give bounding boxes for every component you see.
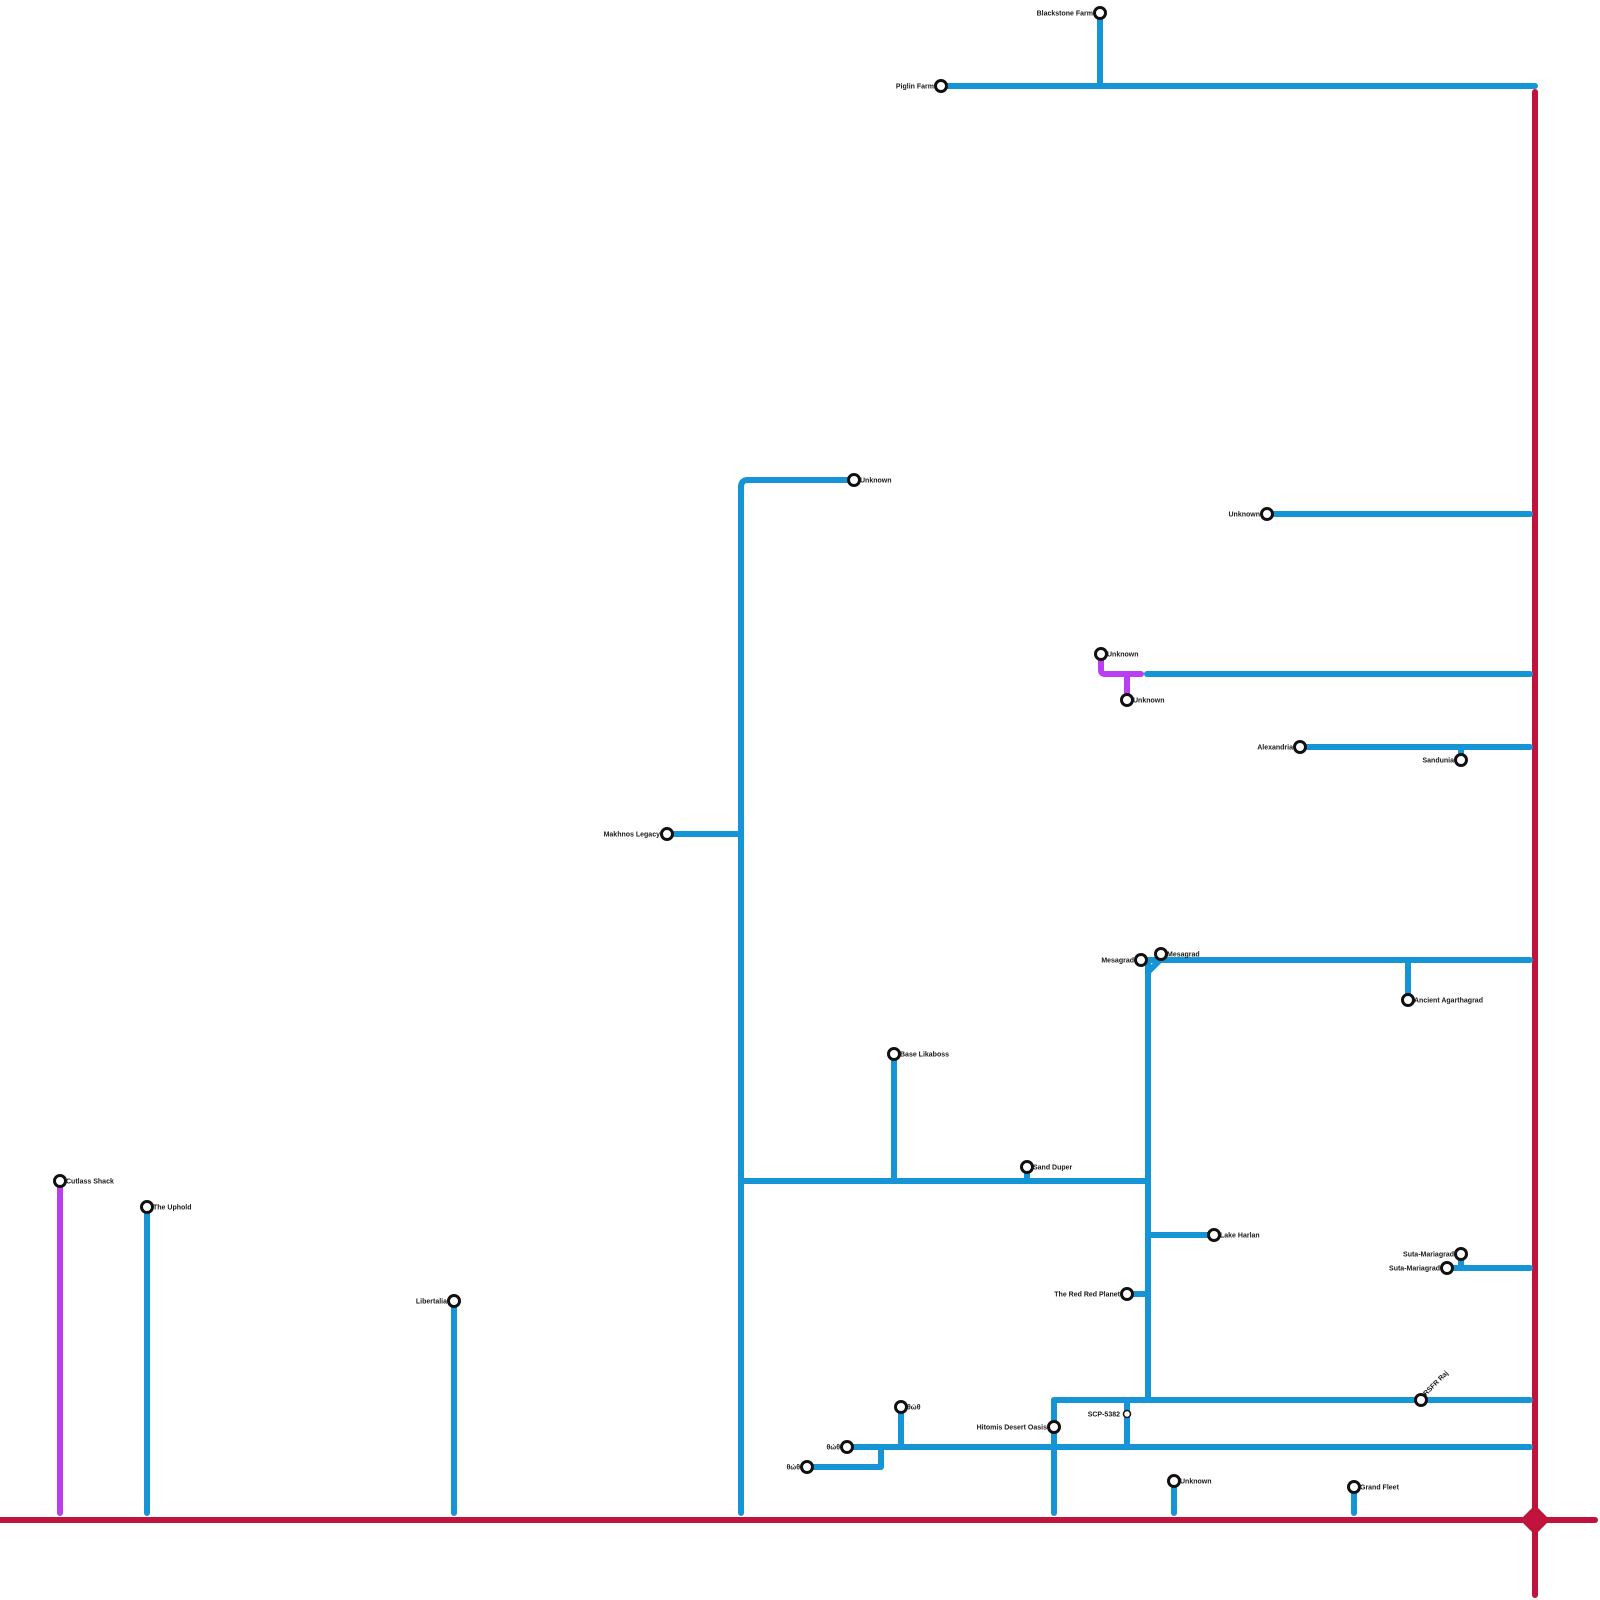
station-label: θώθ — [907, 1405, 921, 1412]
station-label: Unknown — [1107, 652, 1139, 659]
station-marker[interactable] — [660, 827, 674, 841]
line-mesagrad — [1145, 957, 1533, 1403]
station-marker[interactable] — [1347, 1480, 1361, 1494]
station-marker[interactable] — [1293, 740, 1307, 754]
station-marker[interactable] — [1020, 1160, 1034, 1174]
station-libertalia[interactable]: Libertalia — [416, 1294, 461, 1308]
station-label: Unknown — [1229, 512, 1261, 519]
station-label: RSFR Raj — [1422, 1370, 1450, 1398]
station-marker[interactable] — [1120, 693, 1134, 707]
station-uphold[interactable]: The Uphold — [140, 1200, 192, 1214]
station-scp[interactable]: SCP-5382 — [1088, 1409, 1132, 1419]
station-label: Alexandria — [1257, 745, 1293, 752]
station-label: Unknown — [860, 478, 892, 485]
station-marker[interactable] — [1167, 1474, 1181, 1488]
station-label: Blackstone Farm — [1037, 11, 1093, 18]
station-marker[interactable] — [447, 1294, 461, 1308]
station-marker[interactable] — [1154, 947, 1168, 961]
station-unk-top[interactable]: Unknown — [847, 473, 892, 487]
station-label: The Red Red Planet — [1054, 1292, 1120, 1299]
station-sandduper[interactable]: Sand Duper — [1020, 1160, 1073, 1174]
station-suta2[interactable]: Suta-Mariagrad — [1389, 1261, 1454, 1275]
station-marker[interactable] — [1260, 507, 1274, 521]
station-marker[interactable] — [887, 1047, 901, 1061]
station-blackstone[interactable]: Blackstone Farm — [1037, 6, 1107, 20]
station-unk-bottom[interactable]: Unknown — [1167, 1474, 1212, 1488]
station-label: Libertalia — [416, 1299, 447, 1306]
station-label: Sand Duper — [1033, 1165, 1073, 1172]
station-marker[interactable] — [140, 1200, 154, 1214]
station-marker[interactable] — [1401, 993, 1415, 1007]
station-unk-p2[interactable]: Unknown — [1120, 693, 1165, 707]
station-mesagrad2[interactable]: Mesagrad — [1154, 947, 1200, 961]
station-marker[interactable] — [1134, 953, 1148, 967]
station-marker[interactable] — [1122, 1409, 1132, 1419]
stations: Blackstone Farm Piglin Farm Unknown Unknown… — [53, 6, 1483, 1494]
line-main-trunk — [738, 477, 857, 1516]
station-dd1[interactable]: θώθ — [894, 1400, 921, 1414]
station-marker[interactable] — [1207, 1228, 1221, 1242]
station-label: θώθ — [787, 1465, 801, 1472]
station-label: SCP-5382 — [1088, 1412, 1120, 1419]
axis-junction — [1520, 1505, 1550, 1535]
route-lines — [0, 10, 1598, 1598]
station-label: Ancient Agarthagrad — [1414, 998, 1483, 1005]
line-mesagrad-spur — [1145, 957, 1163, 975]
station-marker[interactable] — [1047, 1420, 1061, 1434]
station-label: θώθ — [827, 1445, 841, 1452]
station-hitomis[interactable]: Hitomis Desert Oasis — [977, 1420, 1061, 1434]
station-marker[interactable] — [894, 1400, 908, 1414]
station-sandunia[interactable]: Sandunia — [1422, 753, 1468, 767]
axis-junction-diamond — [1520, 1505, 1550, 1535]
station-marker[interactable] — [1094, 647, 1108, 661]
station-marker[interactable] — [800, 1460, 814, 1474]
station-unk-p1[interactable]: Unknown — [1094, 647, 1139, 661]
station-harlan[interactable]: Lake Harlan — [1207, 1228, 1260, 1242]
station-label: Cutlass Shack — [66, 1179, 114, 1186]
station-label: Suta-Mariagrad — [1403, 1252, 1454, 1259]
station-cutlass[interactable]: Cutlass Shack — [53, 1174, 114, 1188]
station-marker[interactable] — [840, 1440, 854, 1454]
line-unknown-purple — [1098, 651, 1144, 677]
station-label: Unknown — [1133, 698, 1165, 705]
station-agarthagrad[interactable]: Ancient Agarthagrad — [1401, 993, 1483, 1007]
station-label: Base Likaboss — [900, 1052, 949, 1059]
station-mesagrad1[interactable]: Mesagrad — [1101, 953, 1148, 967]
station-dd2[interactable]: θώθ — [827, 1440, 854, 1454]
station-makhnos[interactable]: Makhnos Legacy — [604, 827, 674, 841]
station-grandfleet[interactable]: Grand Fleet — [1347, 1480, 1400, 1494]
station-label: Grand Fleet — [1360, 1485, 1400, 1492]
station-marker[interactable] — [53, 1174, 67, 1188]
station-marker[interactable] — [847, 473, 861, 487]
station-label: Hitomis Desert Oasis — [977, 1425, 1048, 1432]
station-marker[interactable] — [1414, 1393, 1428, 1407]
station-marker[interactable] — [1440, 1261, 1454, 1275]
station-unk-right[interactable]: Unknown — [1229, 507, 1274, 521]
station-suta1[interactable]: Suta-Mariagrad — [1403, 1247, 1468, 1261]
station-label: Mesagrad — [1167, 952, 1200, 959]
station-label: Sandunia — [1422, 758, 1454, 765]
station-label: Suta-Mariagrad — [1389, 1266, 1440, 1273]
station-label: Mesagrad — [1101, 958, 1134, 965]
station-alexandria[interactable]: Alexandria — [1257, 740, 1307, 754]
line-theta-left — [804, 1444, 884, 1470]
station-label: Makhnos Legacy — [604, 832, 661, 839]
station-marker[interactable] — [1454, 753, 1468, 767]
station-piglin[interactable]: Piglin Farm — [896, 79, 948, 93]
station-label: Unknown — [1180, 1479, 1212, 1486]
station-marker[interactable] — [1454, 1247, 1468, 1261]
station-likaboss[interactable]: Base Likaboss — [887, 1047, 950, 1061]
station-label: The Uphold — [153, 1205, 192, 1212]
station-label: Piglin Farm — [896, 84, 934, 91]
station-marker[interactable] — [934, 79, 948, 93]
station-marker[interactable] — [1093, 6, 1107, 20]
station-redplanet[interactable]: The Red Red Planet — [1054, 1287, 1134, 1301]
station-marker[interactable] — [1120, 1287, 1134, 1301]
station-dd3[interactable]: θώθ — [787, 1460, 814, 1474]
station-label: Lake Harlan — [1220, 1233, 1260, 1240]
